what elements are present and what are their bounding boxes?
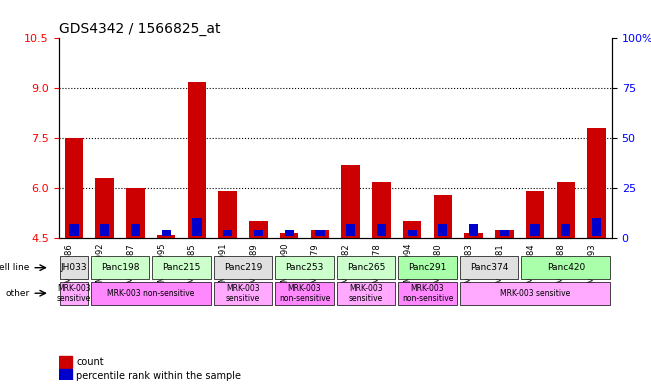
Text: percentile rank within the sample: percentile rank within the sample — [76, 371, 242, 381]
Text: Panc253: Panc253 — [285, 263, 324, 272]
Text: MRK-003
sensitive: MRK-003 sensitive — [57, 283, 91, 303]
Bar — [464, 233, 483, 238]
Bar — [557, 182, 575, 238]
Bar — [223, 230, 232, 237]
Text: MRK-003 sensitive: MRK-003 sensitive — [500, 289, 570, 298]
Bar — [315, 230, 324, 237]
Bar — [192, 218, 202, 237]
Bar — [249, 222, 268, 238]
Text: count: count — [76, 357, 104, 367]
Bar — [377, 224, 386, 237]
Bar — [219, 192, 237, 238]
Bar — [495, 230, 514, 238]
Bar — [284, 230, 294, 237]
Text: Panc420: Panc420 — [547, 263, 585, 272]
FancyBboxPatch shape — [152, 256, 211, 279]
Bar — [587, 128, 606, 238]
Text: MRK-003
sensitive: MRK-003 sensitive — [349, 283, 383, 303]
Text: Panc215: Panc215 — [162, 263, 201, 272]
Bar — [434, 195, 452, 238]
FancyBboxPatch shape — [521, 256, 611, 279]
FancyBboxPatch shape — [275, 256, 334, 279]
Text: MRK-003
non-sensitive: MRK-003 non-sensitive — [402, 283, 453, 303]
Bar — [346, 224, 355, 237]
Bar — [131, 224, 140, 237]
Bar — [126, 188, 145, 238]
FancyBboxPatch shape — [214, 282, 272, 305]
Text: MRK-003
sensitive: MRK-003 sensitive — [226, 283, 260, 303]
Text: Panc291: Panc291 — [408, 263, 447, 272]
Text: GDS4342 / 1566825_at: GDS4342 / 1566825_at — [59, 22, 220, 36]
Bar — [403, 222, 421, 238]
Bar — [59, 356, 72, 368]
Bar — [531, 224, 540, 237]
Bar — [59, 369, 72, 382]
FancyBboxPatch shape — [460, 256, 518, 279]
Bar — [187, 82, 206, 238]
FancyBboxPatch shape — [60, 256, 88, 279]
Bar — [438, 224, 447, 237]
Bar — [469, 224, 478, 237]
Bar — [100, 224, 109, 237]
Bar — [157, 235, 175, 238]
Text: JH033: JH033 — [61, 263, 87, 272]
FancyBboxPatch shape — [460, 282, 611, 305]
FancyBboxPatch shape — [337, 282, 395, 305]
Bar — [500, 230, 509, 237]
FancyBboxPatch shape — [60, 282, 88, 305]
Bar — [96, 178, 114, 238]
FancyBboxPatch shape — [398, 282, 457, 305]
Text: cell line: cell line — [0, 263, 29, 272]
FancyBboxPatch shape — [214, 256, 272, 279]
Text: MRK-003
non-sensitive: MRK-003 non-sensitive — [279, 283, 330, 303]
FancyBboxPatch shape — [398, 256, 457, 279]
Bar — [526, 192, 544, 238]
Text: Panc198: Panc198 — [101, 263, 139, 272]
Bar — [592, 218, 601, 237]
Bar — [70, 224, 79, 237]
Text: other: other — [5, 289, 29, 298]
FancyBboxPatch shape — [275, 282, 334, 305]
Text: Panc265: Panc265 — [347, 263, 385, 272]
Bar — [254, 230, 263, 237]
FancyBboxPatch shape — [91, 282, 211, 305]
Bar — [408, 230, 417, 237]
Text: Panc374: Panc374 — [470, 263, 508, 272]
Bar — [161, 230, 171, 237]
Bar — [341, 165, 360, 238]
FancyBboxPatch shape — [337, 256, 395, 279]
Text: Panc219: Panc219 — [224, 263, 262, 272]
Bar — [64, 138, 83, 238]
Bar — [561, 224, 570, 237]
Bar — [280, 233, 298, 238]
FancyBboxPatch shape — [91, 256, 149, 279]
Bar — [311, 230, 329, 238]
Text: MRK-003 non-sensitive: MRK-003 non-sensitive — [107, 289, 195, 298]
Bar — [372, 182, 391, 238]
